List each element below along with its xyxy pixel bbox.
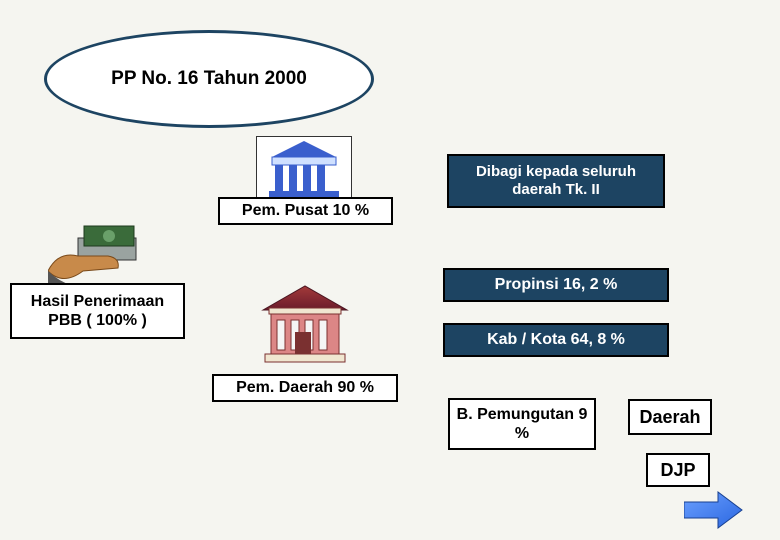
kabkota-box: Kab / Kota 64, 8 % (443, 323, 669, 357)
title-text: PP No. 16 Tahun 2000 (111, 68, 307, 90)
title-ellipse: PP No. 16 Tahun 2000 (44, 30, 374, 128)
pem-daerah-label: Pem. Daerah 90 % (212, 374, 398, 402)
djp-text: DJP (660, 460, 695, 481)
propinsi-box: Propinsi 16, 2 % (443, 268, 669, 302)
djp-box: DJP (646, 453, 710, 487)
hand-money-icon (48, 216, 158, 286)
bank-icon (256, 136, 352, 204)
hasil-penerimaan-box: Hasil Penerimaan PBB ( 100% ) (10, 283, 185, 339)
daerah-right-box: Daerah (628, 399, 712, 435)
pem-pusat-label: Pem. Pusat 10 % (218, 197, 393, 225)
pemungutan-box: B. Pemungutan 9 % (448, 398, 596, 450)
pem-daerah-text: Pem. Daerah 90 % (236, 379, 374, 397)
pemungutan-text: B. Pemungutan 9 % (450, 405, 594, 443)
building-icon (255, 280, 355, 366)
kabkota-text: Kab / Kota 64, 8 % (487, 331, 625, 349)
propinsi-text: Propinsi 16, 2 % (495, 276, 618, 294)
daerah-right-text: Daerah (639, 407, 700, 428)
pem-pusat-text: Pem. Pusat 10 % (242, 202, 369, 220)
dibagi-box: Dibagi kepada seluruh daerah Tk. II (447, 154, 665, 208)
hasil-text: Hasil Penerimaan PBB ( 100% ) (12, 292, 183, 330)
arrow-icon (684, 490, 744, 530)
dibagi-text: Dibagi kepada seluruh daerah Tk. II (453, 163, 659, 199)
